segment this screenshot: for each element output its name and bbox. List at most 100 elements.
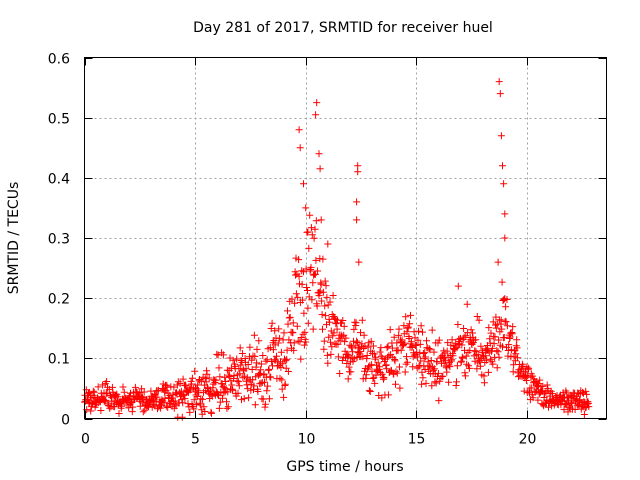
data-point <box>163 383 171 391</box>
data-point <box>519 362 527 370</box>
x-tick-label: 10 <box>298 432 316 448</box>
data-points <box>81 78 593 421</box>
data-point <box>458 341 466 349</box>
data-point <box>443 347 451 355</box>
data-point <box>293 322 301 330</box>
data-point <box>317 216 325 224</box>
data-point <box>269 346 277 354</box>
data-point <box>400 341 407 348</box>
data-point <box>341 338 349 346</box>
data-point <box>364 343 372 351</box>
data-point <box>448 336 456 344</box>
data-point <box>87 407 95 415</box>
data-point <box>334 340 342 348</box>
data-point <box>502 303 510 311</box>
data-point <box>434 369 442 377</box>
data-point <box>166 399 174 407</box>
data-point <box>460 333 468 341</box>
data-point <box>430 365 438 373</box>
data-point <box>583 390 591 398</box>
data-point <box>336 336 344 344</box>
data-point <box>497 316 505 324</box>
grid-layer <box>84 57 607 419</box>
data-point <box>289 329 297 337</box>
data-point <box>470 336 478 344</box>
data-point <box>395 325 403 333</box>
x-axis-label: GPS time / hours <box>286 459 403 475</box>
data-point <box>240 395 248 403</box>
data-point <box>416 340 424 348</box>
data-point <box>188 380 196 388</box>
data-point <box>397 346 405 354</box>
data-point <box>422 379 430 387</box>
data-point <box>222 385 230 393</box>
data-point <box>327 350 335 358</box>
data-point <box>473 313 481 320</box>
data-point <box>357 329 364 337</box>
data-point <box>295 256 303 264</box>
data-point <box>193 385 201 393</box>
data-point <box>564 408 572 416</box>
data-point <box>157 404 165 412</box>
data-point <box>353 339 361 346</box>
data-point <box>407 311 414 319</box>
data-point <box>402 360 410 368</box>
data-point <box>423 337 430 345</box>
data-point <box>493 364 501 372</box>
data-point <box>339 317 347 324</box>
data-point <box>498 278 506 286</box>
data-point <box>315 150 323 158</box>
data-point <box>495 78 503 86</box>
data-point <box>201 375 209 383</box>
data-point <box>459 354 467 362</box>
data-point <box>263 356 271 364</box>
data-point <box>391 357 399 365</box>
data-point <box>292 290 300 298</box>
data-point <box>251 352 259 360</box>
data-point <box>221 373 229 381</box>
data-point <box>267 373 275 381</box>
data-point <box>495 336 503 344</box>
data-point <box>257 360 265 368</box>
data-point <box>294 337 302 345</box>
data-point <box>288 295 296 303</box>
data-point <box>508 330 516 338</box>
data-point <box>311 225 319 233</box>
data-point <box>412 341 420 349</box>
data-point <box>308 296 316 304</box>
data-point <box>386 326 394 334</box>
data-point <box>539 382 547 390</box>
data-point <box>507 353 515 361</box>
data-point <box>297 334 305 341</box>
data-point <box>453 362 461 370</box>
data-point <box>276 374 284 382</box>
data-point <box>299 330 307 338</box>
data-point <box>354 162 362 170</box>
data-point <box>439 372 447 380</box>
data-point <box>296 144 304 152</box>
data-point <box>495 353 503 361</box>
data-point <box>384 391 392 399</box>
data-point <box>318 297 326 305</box>
data-point <box>181 395 189 403</box>
data-point <box>278 385 286 393</box>
data-point <box>304 304 312 312</box>
data-point <box>494 348 502 356</box>
data-point <box>461 372 469 380</box>
data-point <box>354 168 362 176</box>
data-point <box>454 321 462 328</box>
data-point <box>509 368 517 376</box>
data-point <box>319 288 327 296</box>
data-point <box>417 322 425 330</box>
data-point <box>278 376 286 384</box>
data-point <box>499 343 506 351</box>
data-point <box>253 345 261 353</box>
data-point <box>536 376 544 384</box>
data-point <box>244 385 252 393</box>
data-point <box>312 256 320 264</box>
data-point <box>490 340 498 348</box>
y-tick-label: 0.4 <box>48 172 70 188</box>
data-point <box>367 337 375 345</box>
data-point <box>362 371 370 379</box>
data-point <box>401 368 409 376</box>
